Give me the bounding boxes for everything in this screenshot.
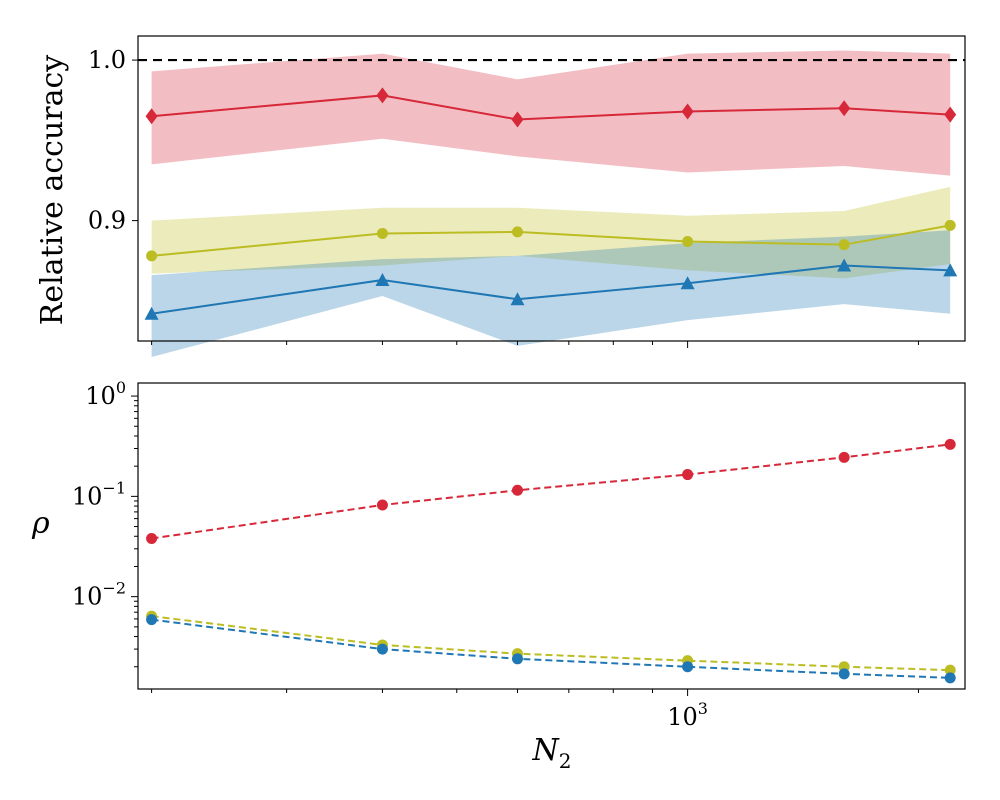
marker-red: [511, 111, 524, 128]
y-tick-label-base: 10: [85, 382, 116, 410]
y-tick-label: 10−2: [72, 579, 126, 611]
top-panel: 0.9 1.0 Relative accuracy: [35, 35, 966, 358]
marker-red: [145, 108, 158, 125]
band-yellow: [151, 186, 951, 279]
rho-marker-red: [146, 533, 158, 545]
top-bands: [151, 50, 951, 358]
marker-blue: [837, 258, 852, 272]
band-blue: [151, 230, 951, 358]
rho-marker-blue: [146, 614, 158, 626]
band-red: [151, 50, 951, 176]
bottom-x-ticks: 103: [151, 689, 919, 731]
marker-red: [376, 87, 389, 104]
marker-yellow: [682, 235, 694, 247]
rho-marker-blue: [682, 661, 694, 673]
line-yellow: [151, 224, 951, 257]
top-series-markers: [144, 87, 958, 320]
rho-marker-red: [838, 451, 850, 463]
rho-marker-blue: [838, 668, 850, 680]
top-x-ticks: [151, 341, 919, 348]
y-tick-label: 100: [85, 378, 126, 410]
top-series-lines: [151, 94, 951, 315]
top-y-axis-label: Relative accuracy: [35, 55, 70, 326]
x-axis-label-sub: 2: [559, 749, 572, 773]
y-tick-label: 10−1: [72, 478, 126, 510]
marker-red: [681, 103, 694, 120]
top-y-ticks: 0.9 1.0: [88, 46, 138, 235]
y-tick-label-exp: −1: [102, 478, 126, 497]
y-tick-label-exp: 0: [116, 378, 126, 397]
marker-blue: [680, 276, 695, 290]
rho-marker-blue: [511, 653, 523, 665]
marker-blue: [375, 273, 390, 286]
x-tick-label-exp: 3: [698, 699, 708, 718]
bottom-x-axis-label: N2: [532, 733, 572, 773]
bottom-series-lines: [151, 443, 951, 679]
rho-marker-red: [944, 438, 956, 450]
rho-line-blue: [151, 618, 951, 679]
top-axes-frame: [137, 35, 966, 342]
marker-yellow: [838, 239, 850, 251]
y-tick-label-base: 10: [72, 482, 103, 510]
marker-red: [944, 106, 957, 123]
bottom-axes-frame: [137, 382, 966, 690]
marker-blue: [510, 292, 525, 306]
line-red: [151, 94, 951, 121]
rho-marker-yellow: [944, 664, 956, 676]
marker-blue: [943, 263, 958, 277]
marker-yellow: [376, 227, 388, 239]
y-tick-label-exp: −2: [102, 579, 126, 598]
rho-marker-red: [682, 469, 694, 481]
y-tick-label: 0.9: [88, 207, 126, 235]
rho-marker-red: [511, 484, 523, 496]
marker-red: [838, 100, 851, 117]
line-blue: [151, 264, 951, 315]
rho-line-yellow: [151, 615, 951, 672]
marker-blue: [144, 306, 159, 320]
x-tick-label: 103: [667, 699, 708, 731]
marker-yellow: [146, 250, 158, 262]
rho-marker-blue: [944, 672, 956, 684]
y-tick-label: 1.0: [88, 46, 126, 74]
marker-yellow: [944, 219, 956, 231]
x-tick-label-base: 10: [667, 703, 698, 731]
marker-yellow: [511, 226, 523, 238]
y-tick-label-base: 10: [72, 583, 103, 611]
bottom-y-axis-label: ρ: [31, 506, 50, 541]
rho-line-red: [151, 443, 951, 540]
rho-marker-blue: [376, 643, 388, 655]
bottom-series-markers: [146, 438, 956, 684]
x-axis-label-base: N: [532, 733, 561, 768]
rho-marker-red: [376, 499, 388, 511]
